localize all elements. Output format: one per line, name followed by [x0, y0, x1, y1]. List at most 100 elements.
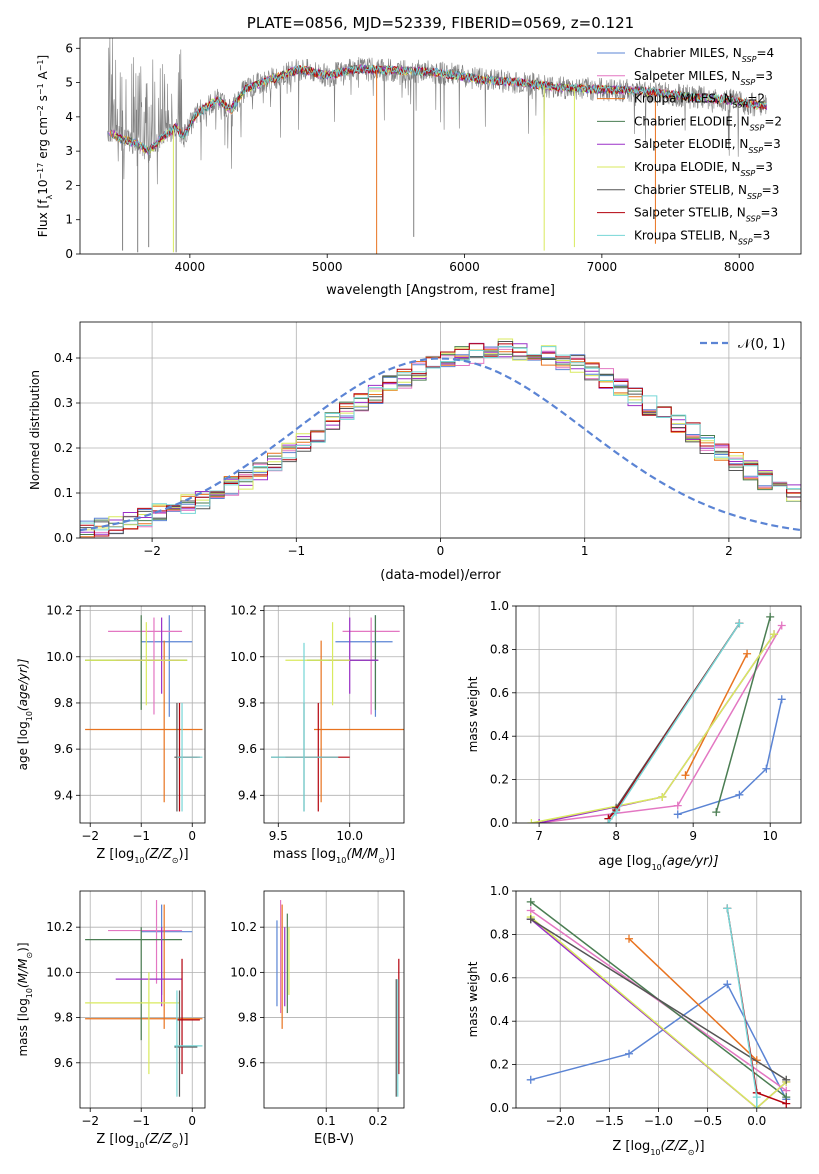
legend-entry: Chabrier ELODIE, NSSP=2: [634, 114, 782, 131]
weight-vs-age-marker-kroupa_stelib: [604, 819, 613, 823]
weight-vs-age-ytick-label: 0.4: [490, 729, 509, 743]
mass-vs-z-x-axis-label: Z [log10(Z/Z⊙)]: [96, 1132, 188, 1150]
weight-vs-z-line-kroupa_miles: [628, 938, 758, 1061]
mass-vs-z: −2 −1 0 9.6 9.8 10.0 10.2: [46, 890, 206, 1128]
normal-legend-label: 𝒩(0, 1): [738, 337, 785, 352]
mass-vs-z-frame: [79, 890, 206, 1109]
weight-vs-age-y-axis-label: mass weight: [466, 676, 480, 752]
residuals-x-axis-label: (data-model)/error: [380, 568, 501, 583]
weight-vs-z-ytick-label: 0.0: [490, 1101, 509, 1115]
residuals-ytick-label: 0.0: [54, 531, 73, 545]
mass-vs-ebv: 0.1 0.2 9.6 9.8 10.0 10.2: [230, 890, 405, 1128]
age-vs-z-xtick-label: −2: [81, 829, 99, 843]
mass-vs-z-plot-area: [85, 900, 203, 1097]
age-vs-mass-x-axis-label: mass [log10(M/M⊙)]: [273, 847, 395, 865]
spectrum-ytick-label: 0: [65, 247, 73, 261]
legend-entry: Kroupa STELIB, NSSP=3: [634, 228, 770, 246]
age-vs-mass-xtick-label: 10.0: [336, 829, 363, 843]
mass-vs-ebv-xtick-label: 0.1: [317, 1114, 336, 1128]
age-vs-z-ytick-label: 10.0: [46, 650, 73, 664]
spectrum-ytick-label: 4: [65, 110, 73, 124]
weight-vs-z-xtick-label: −1.0: [644, 1114, 673, 1128]
weight-vs-z-marker-kroupa_stelib: [723, 904, 732, 913]
weight-vs-z-ytick-label: 0.2: [490, 1058, 509, 1072]
weight-vs-age-ytick-label: 0.2: [490, 773, 509, 787]
normal-curve-line: [80, 357, 801, 532]
mass-vs-z-ytick-label: 10.0: [46, 965, 73, 979]
weight-vs-z-line-chabrier_miles: [530, 983, 787, 1100]
age-vs-mass-ytick-label: 9.8: [238, 696, 257, 710]
weight-vs-z-xtick-label: 0.0: [747, 1114, 766, 1128]
age-vs-z-ytick-label: 9.6: [54, 742, 73, 756]
weight-vs-age-line-kroupa_stelib: [607, 622, 741, 823]
legend-entry: Kroupa MILES, NSSP=2: [634, 92, 765, 110]
weight-vs-age-ytick-label: 0.0: [490, 816, 509, 830]
weight-vs-z-line-chabrier_stelib: [530, 918, 787, 1081]
legend-entry: Chabrier MILES, NSSP=4: [634, 46, 774, 64]
age-vs-z: −2 −1 0 9.4 9.6 9.8 10.0 10.2: [46, 604, 206, 843]
mass-vs-z-y-axis-label: mass [log10(M/M⊙)]: [16, 942, 34, 1056]
age-vs-z-y-axis-label: age [log10(age/yr)]: [16, 658, 34, 770]
weight-vs-z-grid: [516, 890, 801, 1109]
spectrum-xtick-label: 5000: [312, 260, 343, 274]
weight-vs-age-x-axis-label: age [log10(age/yr)]: [598, 854, 718, 872]
age-vs-z-grid: [80, 606, 205, 823]
histogram-kroupa_stelib: [80, 345, 801, 538]
age-vs-z-ytick-label: 10.2: [46, 604, 73, 618]
weight-vs-age-marker-chabrier_miles: [777, 695, 786, 704]
residuals-ytick-label: 0.3: [54, 396, 73, 410]
weight-vs-z-marker-chabrier_miles: [723, 980, 732, 989]
legend-entry: Chabrier STELIB, NSSP=3: [634, 183, 779, 201]
age-vs-mass: 9.5 10.0 9.4 9.6 9.8 10.0 10.2: [230, 604, 405, 843]
model-spectrum-kroupa_stelib: [118, 64, 767, 156]
age-vs-z-plot-area: [85, 615, 203, 812]
weight-vs-z-marker-kroupa_stelib: [752, 1093, 761, 1102]
weight-vs-age-marker-chabrier_elodie: [766, 612, 775, 621]
age-vs-z-x-axis-label: Z [log10(Z/Z⊙)]: [96, 847, 188, 865]
histogram-kroupa_miles: [80, 349, 801, 538]
weight-vs-z-xtick-label: −2.0: [546, 1114, 575, 1128]
weight-vs-age-marker-kroupa_miles: [743, 649, 752, 658]
weight-vs-z-marker-chabrier_elodie: [526, 897, 535, 906]
mass-vs-ebv-ytick-label: 10.2: [230, 920, 257, 934]
residuals-ytick-label: 0.1: [54, 486, 73, 500]
weight-vs-age-xtick-label: 8: [612, 829, 620, 843]
spectrum-xtick-label: 4000: [175, 260, 206, 274]
weight-vs-age-frame: [515, 605, 802, 824]
weight-vs-z-ytick-label: 0.4: [490, 1014, 509, 1028]
weight-vs-z-line-kroupa_elodie: [530, 916, 787, 1108]
weight-vs-age-marker-kroupa_elodie: [658, 792, 667, 801]
spectrum-xtick-label: 8000: [724, 260, 755, 274]
weight-vs-age-marker-chabrier_miles: [735, 790, 744, 799]
age-vs-mass-plot-area: [271, 615, 404, 812]
weight-vs-age-marker-chabrier_miles: [762, 764, 771, 773]
legend-entry: Salpeter STELIB, NSSP=3: [634, 206, 778, 224]
legend-entry: Salpeter MILES, NSSP=3: [634, 69, 773, 87]
mass-vs-ebv-ytick-label: 10.0: [230, 965, 257, 979]
weight-vs-age-grid: [516, 605, 801, 824]
mass-vs-ebv-xtick-label: 0.2: [369, 1114, 388, 1128]
weight-vs-z-marker-chabrier_stelib: [782, 1075, 791, 1084]
spectrum-frame: [79, 37, 802, 255]
weight-vs-age-marker-salpeter_miles: [777, 621, 786, 630]
weight-vs-age-marker-kroupa_elodie: [770, 630, 779, 639]
age-vs-z-ytick-label: 9.8: [54, 696, 73, 710]
weight-vs-age-ytick-label: 0.6: [490, 686, 509, 700]
residuals-ytick-label: 0.4: [54, 351, 73, 365]
age-vs-mass-ytick-label: 10.0: [230, 650, 257, 664]
residuals: −2 −1 0 1 2 0.0 0.1 0.2 0.3 0.4: [54, 321, 802, 558]
weight-vs-z-marker-chabrier_stelib: [526, 915, 535, 924]
spectrum-plot-area: [107, 38, 768, 254]
weight-vs-age-xtick-label: 7: [535, 829, 543, 843]
age-vs-z-xtick-label: −1: [132, 829, 150, 843]
mass-vs-z-ytick-label: 9.6: [54, 1056, 73, 1070]
weight-vs-age-marker-chabrier_elodie: [712, 808, 721, 817]
spectrum-ytick-label: 6: [65, 41, 73, 55]
weight-vs-z-marker-chabrier_miles: [625, 1049, 634, 1058]
spectrum-ytick-label: 2: [65, 178, 73, 192]
weight-vs-age-marker-kroupa_miles: [681, 771, 690, 780]
mass-vs-ebv-ytick-label: 9.6: [238, 1056, 257, 1070]
weight-vs-z-line-kroupa_stelib: [726, 908, 758, 1108]
spectrum-ytick-label: 3: [65, 144, 73, 158]
